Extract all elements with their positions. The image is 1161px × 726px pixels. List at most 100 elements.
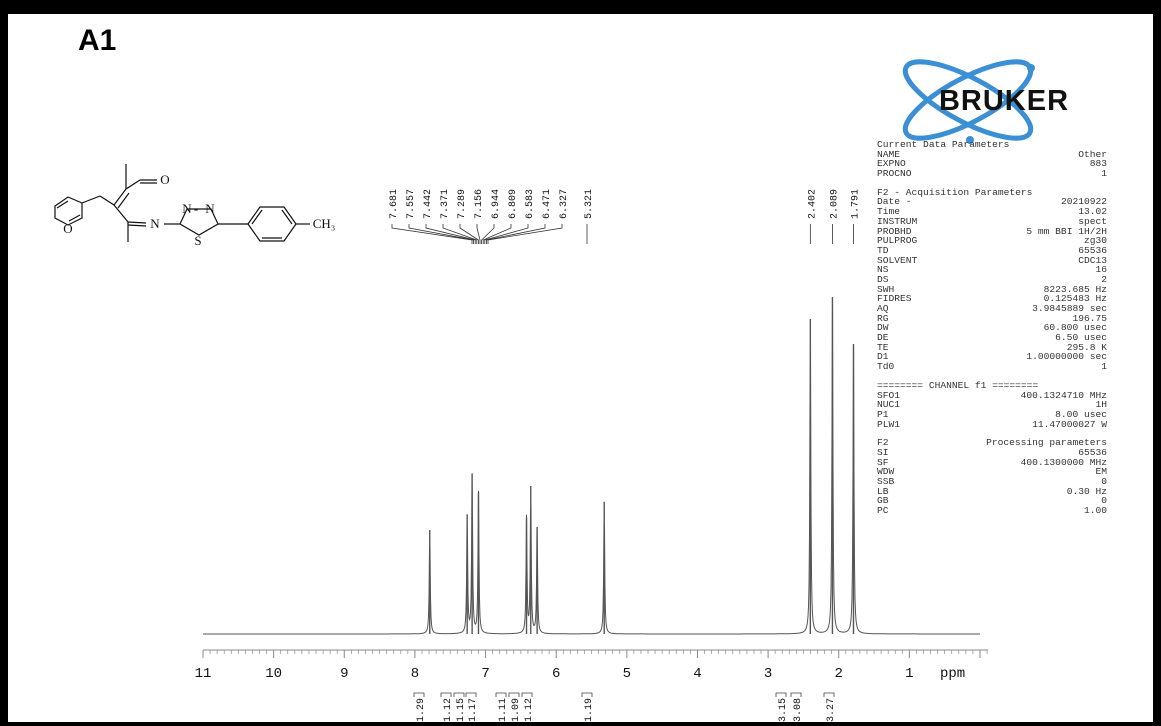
integral-bracket [521, 692, 533, 697]
param-key: DW [877, 322, 889, 334]
integral-label: 1.29 [416, 698, 427, 722]
acquisition-parameters: Current Data Parameters NAME Other EXPNO 883… [877, 140, 1107, 516]
param-row: SFO1 400.1324710 MHz [877, 389, 1107, 401]
peak-leader [481, 224, 495, 244]
param-row: SI 65536 [877, 448, 1107, 458]
param-row: PLW1 11.47000027 W [877, 419, 1107, 430]
param-value: 6.50 usec [1055, 332, 1107, 344]
param-value: 60.800 usec [1043, 322, 1107, 334]
integral-bracket [495, 692, 507, 697]
nmr-spectrum: O N N - N S O CH₃ 7.681 7.557 7.442 7.371 7.… [54, 164, 988, 722]
integral-labels: 1.29 1.12 1.15 1.17 1.11 1.09 1.12 1.19 3.15 3.08… [413, 692, 837, 722]
peak-label: 6.583 [525, 189, 536, 219]
peak-leader [442, 224, 478, 244]
param-value: 2 [1101, 273, 1107, 285]
peak-label: 7.289 [457, 189, 468, 219]
peak-label: 7.442 [423, 189, 434, 219]
peak-leader [482, 224, 512, 244]
param-row: D1 1.00000000 sec [877, 352, 1107, 362]
plot-area [203, 296, 980, 635]
param-value: 5 mm BBI 1H/2H [1026, 225, 1107, 237]
param-key: TE [877, 341, 889, 353]
peak-label: 6.944 [491, 189, 502, 219]
param-row: SOLVENT CDC13 [877, 254, 1107, 266]
peak-leader [425, 224, 476, 244]
param-value: 13.02 [1078, 206, 1107, 218]
integral-label: 1.17 [468, 698, 479, 722]
label-imine-n: N [150, 216, 160, 231]
param-value: CDC13 [1078, 254, 1107, 266]
param-heading: F2 - Acquisition Parameters [877, 186, 1033, 198]
param-value: Processing parameters [986, 437, 1107, 449]
param-row: Time 13.02 [877, 207, 1107, 217]
param-key: TD [877, 244, 889, 256]
param-row: INSTRUM spect [877, 217, 1107, 227]
param-key: Date - [877, 196, 912, 208]
peak-label: 7.371 [440, 189, 451, 219]
param-value: 3.9845889 sec [1032, 303, 1107, 314]
peak-leader [408, 224, 474, 244]
peak-label: 7.681 [389, 189, 400, 219]
param-row: NUC1 1H [877, 400, 1107, 410]
param-value: 883 [1089, 158, 1107, 170]
param-key: SFO1 [877, 389, 901, 401]
param-key: PROCNO [877, 168, 912, 180]
param-key: SI [877, 446, 889, 458]
spectrum-trace [203, 300, 980, 635]
peak-label: 6.471 [542, 189, 553, 219]
param-value: 400.1300000 MHz [1020, 456, 1107, 468]
param-value: Other [1078, 148, 1107, 160]
param-key: DS [877, 273, 889, 285]
param-key: EXPNO [877, 158, 906, 170]
param-value: 1 [1101, 361, 1107, 373]
param-row: P1 8.00 usec [877, 410, 1107, 420]
param-key: DE [877, 332, 889, 344]
chemical-structure [54, 164, 310, 242]
label-furan-o: O [63, 221, 72, 236]
param-key: SSB [877, 476, 895, 487]
param-value: 8223.685 Hz [1043, 283, 1107, 295]
peak-leader [484, 224, 529, 244]
param-value: 20210922 [1060, 196, 1107, 208]
param-row: F2 Processing parameters [877, 438, 1107, 448]
integral-label: 1.19 [584, 698, 595, 722]
param-value: 0 [1101, 476, 1107, 487]
figure-frame: A1 BRUKER [8, 14, 1153, 722]
param-row: SSB 0 [877, 477, 1107, 487]
param-value: 1H [1095, 399, 1107, 411]
param-row: Td0 1 [877, 362, 1107, 372]
bruker-logo: BRUKER [902, 59, 1069, 144]
peak-label: 6.327 [559, 189, 570, 219]
param-row: AQ 3.9845889 sec [877, 304, 1107, 314]
param-row: DW 60.800 usec [877, 323, 1107, 333]
param-value: spect [1078, 215, 1107, 227]
param-key: NAME [877, 148, 901, 160]
param-value: 295.8 K [1066, 341, 1107, 353]
param-key: PC [877, 505, 889, 517]
param-row: PC 1.00 [877, 506, 1107, 516]
panel-label: A1 [78, 24, 117, 57]
param-row: EXPNO 883 [877, 159, 1107, 169]
peak-label: 6.809 [508, 189, 519, 219]
logo-wordmark: BRUKER [939, 85, 1069, 117]
param-row: GB 0 [877, 496, 1107, 506]
param-value: 0 [1101, 495, 1107, 507]
param-value: 1.00000000 sec [1026, 351, 1107, 363]
integral-label: 1.12 [524, 698, 535, 722]
param-heading: ======== CHANNEL f1 ======== [877, 379, 1039, 391]
param-value: 0.30 Hz [1066, 485, 1107, 497]
param-key: Time [877, 206, 901, 218]
param-row: FIDRES 0.125483 Hz [877, 294, 1107, 304]
param-value: 16 [1095, 264, 1107, 276]
param-key: LB [877, 485, 889, 497]
param-key: PULPROG [877, 235, 918, 247]
param-key: WDW [877, 466, 895, 478]
param-key: RG [877, 312, 889, 324]
x-tick-label: 11 [195, 666, 212, 682]
param-row: DS 2 [877, 275, 1107, 285]
peak-label: 7.557 [406, 189, 417, 219]
param-value: 8.00 usec [1055, 408, 1107, 420]
param-row: TE 295.8 K [877, 343, 1107, 353]
peak-leader [486, 224, 546, 244]
x-tick-label: 4 [693, 666, 701, 682]
